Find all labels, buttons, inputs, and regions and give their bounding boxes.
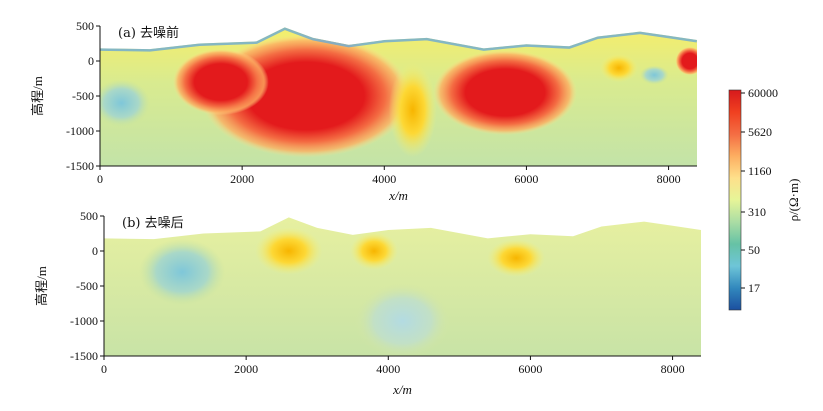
panel-b: 0 2000 4000 6000 8000 500 0 -500 -1000 -1500 x/m 高程… xyxy=(34,209,701,397)
section-body xyxy=(104,217,701,356)
x-axis-label: x/m xyxy=(388,188,408,203)
resistivity-anomaly xyxy=(172,48,269,116)
resistivity-anomaly xyxy=(139,238,226,306)
resistivity-anomaly xyxy=(350,232,399,270)
panel-label: (a) 去噪前 xyxy=(118,25,179,41)
x-axis-label: x/m xyxy=(392,382,412,397)
y-tick-label: 0 xyxy=(88,54,94,68)
x-tick-label: 2000 xyxy=(234,362,258,376)
x-tick-label: 8000 xyxy=(661,362,685,376)
x-tick-label: 0 xyxy=(97,172,103,186)
resistivity-anomaly xyxy=(675,46,697,76)
x-tick-label: 4000 xyxy=(372,172,396,186)
resistivity-anomaly xyxy=(433,49,578,136)
colorbar-tick-label: 50 xyxy=(748,243,760,257)
panel-label: (b) 去噪后 xyxy=(122,216,184,231)
resistivity-anomaly xyxy=(100,79,151,127)
y-axis-label: 高程/m xyxy=(34,266,49,306)
y-tick-label: -500 xyxy=(76,279,98,293)
resistivity-anomaly xyxy=(354,283,451,356)
x-tick-label: 6000 xyxy=(514,172,538,186)
section-body xyxy=(100,27,697,166)
y-tick-label: 0 xyxy=(92,244,98,258)
x-tick-label: 2000 xyxy=(230,172,254,186)
colorbar-tick-label: 310 xyxy=(748,205,766,219)
resistivity-anomaly xyxy=(599,53,639,83)
panel-a: 0 2000 4000 6000 8000 500 0 -500 -1000 -1500 x/m 高程… xyxy=(30,19,697,203)
y-tick-label: -500 xyxy=(72,89,94,103)
x-tick-label: 4000 xyxy=(376,362,400,376)
y-tick-label: -1000 xyxy=(66,124,94,138)
colorbar-tick-label: 17 xyxy=(748,281,760,295)
colorbar-tick-label: 1160 xyxy=(748,164,772,178)
colorbar-tick-label: 5620 xyxy=(748,125,772,139)
resistivity-anomaly xyxy=(487,239,545,277)
colorbar-tick-label: 60000 xyxy=(748,86,778,100)
y-tick-label: 500 xyxy=(80,209,98,223)
colorbar-scale xyxy=(728,89,742,311)
y-axis-label: 高程/m xyxy=(30,76,45,116)
colorbar: 60000 5620 1160 310 50 17 ρ/(Ω·m) xyxy=(728,86,801,311)
x-tick-label: 6000 xyxy=(518,362,542,376)
y-tick-label: 500 xyxy=(76,19,94,33)
colorbar-label: ρ/(Ω·m) xyxy=(786,179,801,222)
resistivity-anomaly xyxy=(639,65,669,85)
y-tick-label: -1500 xyxy=(70,349,98,363)
y-tick-label: -1000 xyxy=(70,314,98,328)
x-tick-label: 0 xyxy=(101,362,107,376)
resistivity-anomaly xyxy=(255,227,323,275)
y-tick-label: -1500 xyxy=(66,159,94,173)
x-tick-label: 8000 xyxy=(657,172,681,186)
resistivity-anomaly xyxy=(388,62,437,158)
